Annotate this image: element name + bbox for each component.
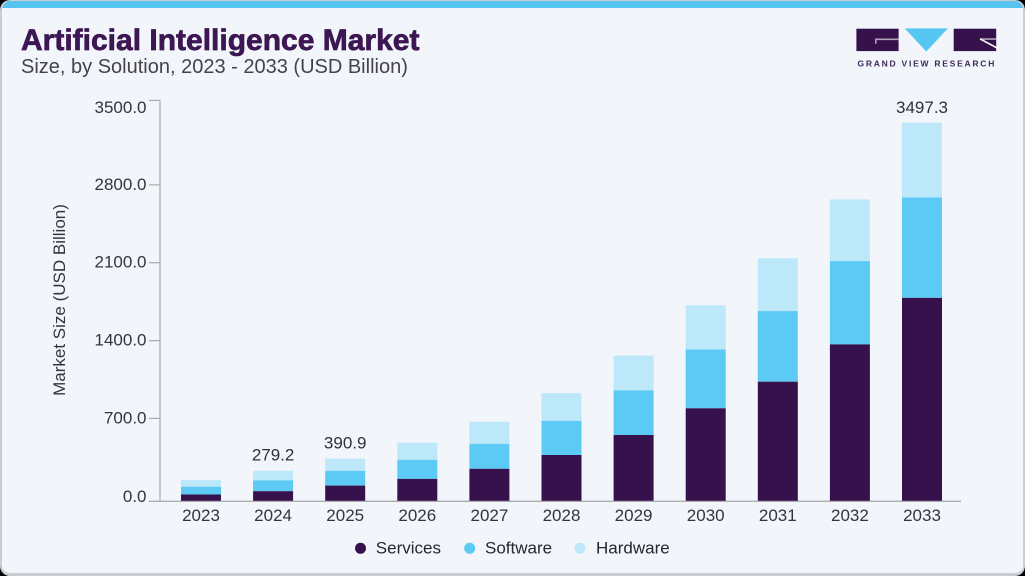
svg-text:2100.0: 2100.0 bbox=[95, 253, 147, 272]
svg-text:1400.0: 1400.0 bbox=[95, 331, 147, 350]
svg-text:0.0: 0.0 bbox=[123, 487, 147, 506]
svg-text:3500.0: 3500.0 bbox=[95, 98, 147, 117]
svg-text:2028: 2028 bbox=[543, 506, 581, 525]
svg-text:2026: 2026 bbox=[398, 506, 436, 525]
svg-text:2029: 2029 bbox=[615, 506, 653, 525]
svg-text:GRAND VIEW RESEARCH: GRAND VIEW RESEARCH bbox=[858, 59, 997, 69]
svg-text:2032: 2032 bbox=[831, 506, 869, 525]
svg-text:Software: Software bbox=[485, 539, 552, 558]
svg-text:2023: 2023 bbox=[182, 506, 220, 525]
svg-text:Market Size (USD Billion): Market Size (USD Billion) bbox=[50, 204, 69, 396]
svg-text:700.0: 700.0 bbox=[104, 409, 147, 428]
svg-text:2031: 2031 bbox=[759, 506, 797, 525]
svg-text:2024: 2024 bbox=[254, 506, 292, 525]
svg-text:2800.0: 2800.0 bbox=[95, 175, 147, 194]
svg-text:390.9: 390.9 bbox=[324, 434, 367, 453]
svg-text:2030: 2030 bbox=[687, 506, 725, 525]
svg-text:2027: 2027 bbox=[470, 506, 508, 525]
svg-text:2025: 2025 bbox=[326, 506, 364, 525]
svg-text:Hardware: Hardware bbox=[596, 539, 670, 558]
svg-text:279.2: 279.2 bbox=[252, 446, 295, 465]
svg-text:Services: Services bbox=[376, 539, 441, 558]
svg-text:3497.3: 3497.3 bbox=[896, 98, 948, 117]
svg-text:2033: 2033 bbox=[903, 506, 941, 525]
